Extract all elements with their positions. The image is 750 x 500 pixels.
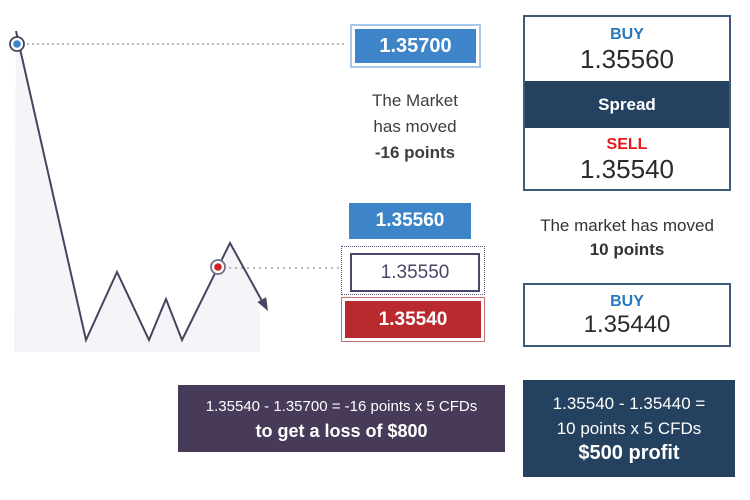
arrowhead-icon bbox=[257, 297, 268, 311]
price-box-135700: 1.35700 bbox=[350, 24, 481, 68]
buy-label: BUY bbox=[610, 26, 644, 43]
buy-order-label: BUY bbox=[610, 293, 644, 310]
note-left-line2: has moved bbox=[373, 117, 457, 136]
loss-calculation-box: 1.35540 - 1.35700 = -16 points x 5 CFDs … bbox=[178, 385, 505, 452]
price-box-135700-value: 1.35700 bbox=[355, 29, 476, 63]
profit-calc-line1: 1.35540 - 1.35440 = bbox=[552, 394, 706, 413]
note-right-line1: The market has moved bbox=[540, 216, 714, 235]
price-box-135560: 1.35560 bbox=[349, 203, 471, 239]
buy-order-box: BUY 1.35440 bbox=[523, 283, 731, 347]
price-box-135550: 1.35550 bbox=[341, 246, 485, 295]
spread-label-bar: Spread bbox=[525, 81, 729, 128]
profit-calc-line2: 10 points x 5 CFDs bbox=[556, 419, 702, 438]
market-moved-note-left: The Market has moved -16 points bbox=[345, 88, 485, 166]
price-line bbox=[15, 30, 263, 344]
chart-area-fill bbox=[14, 31, 260, 352]
start-marker-dot bbox=[13, 40, 21, 48]
sell-label: SELL bbox=[606, 135, 648, 153]
note-left-line3: -16 points bbox=[374, 143, 456, 162]
price-box-135540: 1.35540 bbox=[341, 297, 485, 342]
current-marker-dot bbox=[214, 263, 222, 271]
spread-panel-sell-section: SELL 1.35540 bbox=[525, 128, 729, 189]
market-moved-note-right: The market has moved 10 points bbox=[516, 214, 738, 262]
note-right-line2: 10 points bbox=[589, 240, 665, 259]
note-left-line1: The Market bbox=[372, 91, 458, 110]
loss-calc-line1: 1.35540 - 1.35700 = -16 points x 5 CFDs bbox=[205, 397, 478, 415]
buy-price: 1.35560 bbox=[580, 44, 674, 74]
loss-calc-line2: to get a loss of $800 bbox=[255, 420, 428, 441]
profit-calculation-box: 1.35540 - 1.35440 = 10 points x 5 CFDs $… bbox=[523, 380, 735, 477]
price-box-135540-value: 1.35540 bbox=[345, 301, 481, 338]
price-box-135550-value: 1.35550 bbox=[350, 253, 480, 292]
spread-panel-buy-section: BUY 1.35560 bbox=[525, 17, 729, 81]
spread-panel: BUY 1.35560 Spread SELL 1.35540 bbox=[523, 15, 731, 191]
buy-order-price: 1.35440 bbox=[583, 311, 671, 338]
sell-price: 1.35540 bbox=[580, 153, 674, 184]
profit-calc-line3: $500 profit bbox=[578, 442, 680, 464]
